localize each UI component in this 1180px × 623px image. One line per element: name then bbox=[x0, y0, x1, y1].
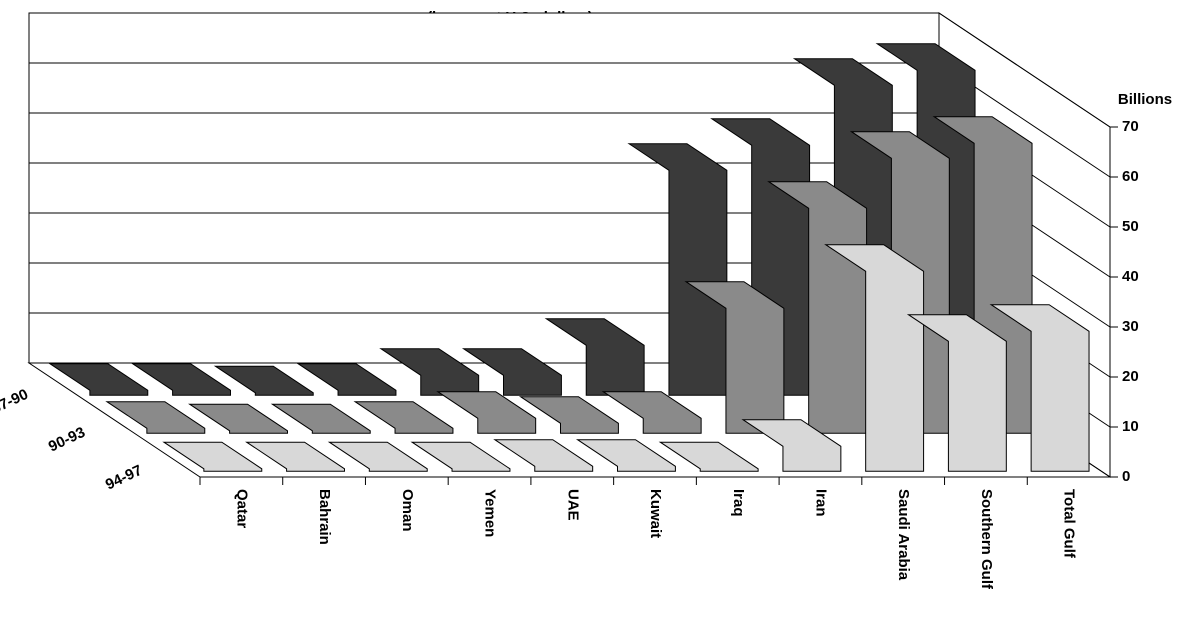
bar bbox=[327, 441, 428, 472]
bar bbox=[353, 401, 454, 434]
bar bbox=[461, 348, 562, 396]
x-tick-label: UAE bbox=[564, 489, 581, 521]
x-tick-label: Total Gulf bbox=[1061, 489, 1078, 559]
x-tick-label: Iraq bbox=[730, 489, 747, 517]
bar bbox=[436, 391, 537, 434]
bar bbox=[270, 403, 371, 434]
y-tick-label: 40 bbox=[1122, 268, 1139, 285]
bar bbox=[245, 441, 345, 472]
y-tick-label: 10 bbox=[1122, 418, 1139, 435]
y-tick-label: 30 bbox=[1122, 318, 1139, 335]
x-tick-label: Qatar bbox=[233, 489, 250, 528]
y-axis-label: Billions bbox=[1118, 91, 1172, 108]
bar bbox=[188, 403, 288, 434]
bar bbox=[410, 441, 511, 472]
bar bbox=[741, 419, 842, 472]
bar bbox=[518, 396, 619, 434]
bar bbox=[296, 363, 397, 396]
x-tick-label: Southern Gulf bbox=[978, 489, 995, 590]
bar bbox=[906, 314, 1007, 472]
bar bbox=[213, 365, 314, 396]
x-tick-label: Saudi Arabia bbox=[895, 489, 912, 581]
grid-line bbox=[29, 12, 1111, 128]
bar bbox=[162, 441, 263, 472]
x-tick-label: Yemen bbox=[482, 489, 499, 537]
x-tick-label: Iran bbox=[812, 489, 829, 517]
y-tick-label: 50 bbox=[1122, 218, 1139, 235]
bar bbox=[493, 439, 594, 472]
y-tick-label: 20 bbox=[1122, 368, 1139, 385]
series-label: 90-93 bbox=[46, 424, 88, 456]
y-tick-label: 60 bbox=[1122, 168, 1139, 185]
bar bbox=[48, 363, 149, 396]
y-tick-label: 70 bbox=[1122, 118, 1139, 135]
x-tick-label: Oman bbox=[399, 489, 416, 532]
bar bbox=[575, 439, 676, 472]
bar bbox=[658, 441, 759, 472]
bar bbox=[105, 401, 206, 434]
bar bbox=[989, 304, 1090, 472]
bar bbox=[824, 244, 925, 472]
bar bbox=[131, 363, 231, 396]
bar bbox=[601, 391, 702, 434]
series-label: 87-90 bbox=[0, 386, 31, 418]
series-label: 94-97 bbox=[103, 462, 145, 494]
x-tick-label: Bahrain bbox=[316, 489, 333, 545]
x-tick-label: Kuwait bbox=[647, 489, 664, 538]
y-tick-label: 0 bbox=[1122, 468, 1130, 485]
